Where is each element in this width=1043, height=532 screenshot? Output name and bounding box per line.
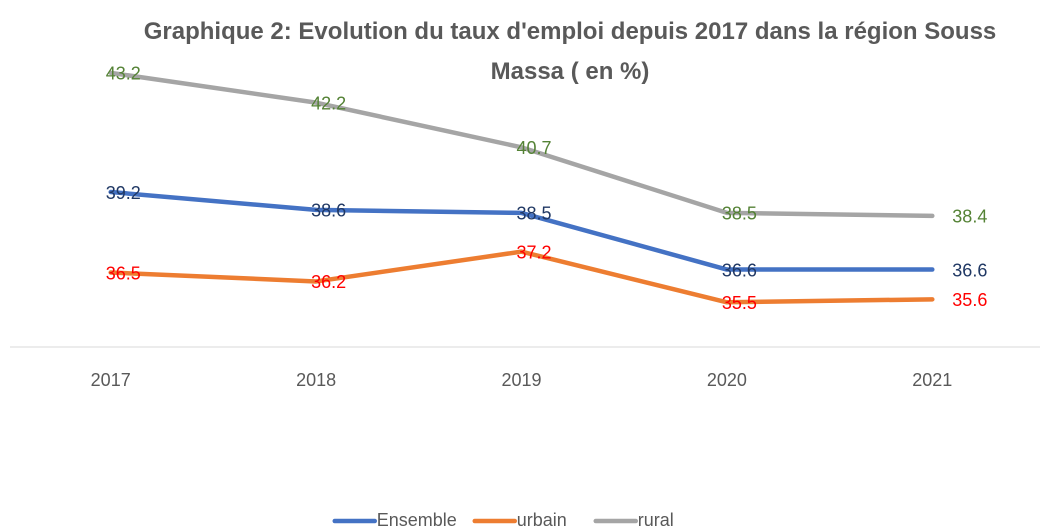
data-label: 35.5 xyxy=(722,293,757,313)
data-label: 37.2 xyxy=(517,242,552,262)
x-tick-label: 2018 xyxy=(296,370,336,390)
data-label: 42.2 xyxy=(311,93,346,113)
data-label: 40.7 xyxy=(517,138,552,158)
legend-label: urbain xyxy=(517,510,567,530)
data-label: 38.4 xyxy=(952,207,987,227)
data-label: 39.2 xyxy=(106,183,141,203)
series-line xyxy=(108,189,935,272)
x-tick-label: 2017 xyxy=(91,370,131,390)
data-label: 36.6 xyxy=(722,260,757,280)
x-tick-label: 2021 xyxy=(912,370,952,390)
data-label: 35.6 xyxy=(952,290,987,310)
data-label: 38.5 xyxy=(722,204,757,224)
data-label: 36.5 xyxy=(106,263,141,283)
data-label: 43.2 xyxy=(106,64,141,84)
series-line xyxy=(108,70,935,219)
data-label: 38.5 xyxy=(517,204,552,224)
series-line xyxy=(108,249,935,305)
data-label: 38.6 xyxy=(311,201,346,221)
x-tick-label: 2020 xyxy=(707,370,747,390)
chart-title: Graphique 2: Evolution du taux d'emploi … xyxy=(143,18,997,85)
legend-label: Ensemble xyxy=(377,510,457,530)
legend-label: rural xyxy=(638,510,674,530)
data-label: 36.2 xyxy=(311,272,346,292)
x-tick-label: 2019 xyxy=(501,370,541,390)
data-label: 36.6 xyxy=(952,260,987,280)
